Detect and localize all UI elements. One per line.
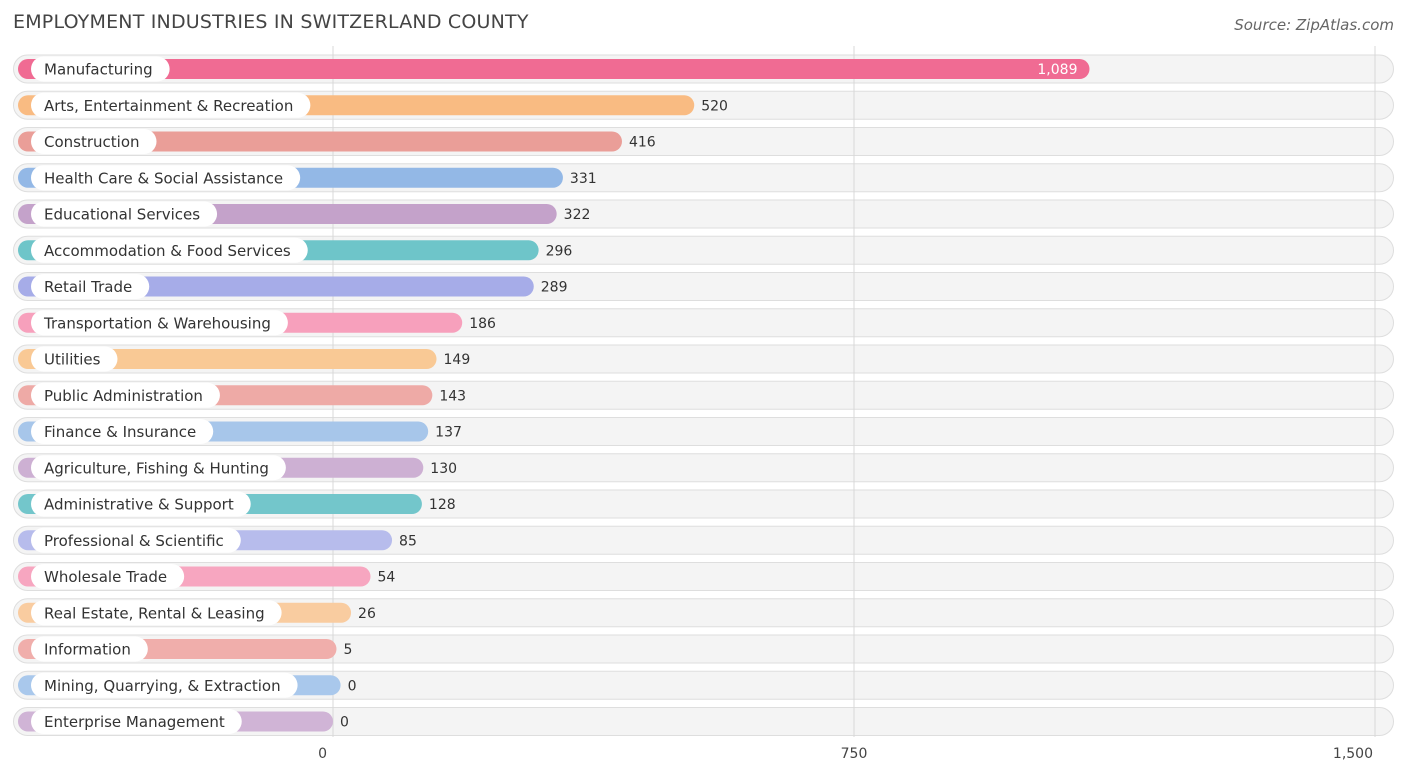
category-label-pill [31,237,308,263]
bar-group: Enterprise Management 0 [18,709,349,734]
category-label-pill [31,636,148,662]
category-label-pill [31,382,220,408]
bar-group: Administrative & Support 128 [18,491,456,517]
category-label: Utilities [44,351,101,369]
category-label: Manufacturing [44,61,153,79]
bar-group: Public Administration 143 [18,382,466,408]
bar-group: Arts, Entertainment & Recreation 520 [18,92,728,118]
bar-group: Transportation & Warehousing 186 [18,310,496,336]
value-label: 128 [429,497,456,513]
category-label: Finance & Insurance [44,423,196,441]
bar-group: Agriculture, Fishing & Hunting 130 [18,455,457,481]
category-label-pill [31,419,214,444]
category-label: Real Estate, Rental & Leasing [44,604,265,622]
category-label-pill [31,56,170,82]
bar-group: Information 5 [18,636,352,662]
category-label: Retail Trade [44,278,132,296]
value-label: 520 [701,98,728,114]
category-label-pill [31,672,298,698]
category-label-pill [31,92,311,118]
bar-group: Health Care & Social Assistance 331 [18,165,597,191]
category-label: Professional & Scientific [44,532,224,550]
bar-group: Accommodation & Food Services 296 [18,237,573,263]
x-tick-label: 1,500 [1333,746,1373,762]
category-label: Educational Services [44,206,200,224]
bar-group: Wholesale Trade 54 [18,564,395,589]
category-label-pill [31,346,118,372]
source-label: Source: ZipAtlas.com [1234,16,1394,34]
value-label: 26 [358,606,376,622]
bar-group: Finance & Insurance 137 [18,419,462,444]
value-label: 137 [435,425,462,441]
bar-group: Construction 416 [18,129,656,154]
category-label: Construction [44,133,140,151]
category-label-pill [31,527,241,553]
bar-group: Mining, Quarrying, & Extraction 0 [18,672,357,698]
category-label: Public Administration [44,387,203,405]
row-background [13,634,1394,664]
category-label-pill [31,564,185,589]
row-background [13,598,1394,628]
category-label-pill [31,491,251,517]
x-tick-label: 0 [318,746,327,762]
value-label: 85 [399,533,417,549]
value-label: 130 [430,461,457,477]
category-label: Administrative & Support [44,496,234,514]
category-label: Information [44,641,131,659]
bar-group: Utilities 149 [18,346,471,372]
value-label: 5 [343,642,352,658]
bar-group: Retail Trade 289 [18,274,567,299]
value-label: 296 [546,243,573,259]
category-label: Transportation & Warehousing [43,314,271,332]
bar [18,131,622,152]
category-label: Enterprise Management [44,713,225,731]
bar-group: Educational Services 322 [18,201,591,227]
category-label: Agriculture, Fishing & Hunting [44,459,269,477]
category-label-pill [31,310,288,336]
category-label-pill [31,129,157,154]
bar-group: Professional & Scientific 85 [18,527,417,553]
value-label: 54 [378,570,396,586]
bar [18,349,437,369]
category-label-pill [31,709,242,734]
bar-group: Real Estate, Rental & Leasing 26 [18,600,376,626]
category-label: Mining, Quarrying, & Extraction [44,677,281,695]
value-label: 331 [570,171,597,187]
row-background [13,707,1394,736]
value-label: 149 [444,352,471,368]
category-label: Arts, Entertainment & Recreation [44,97,293,115]
x-tick-label: 750 [841,746,868,762]
value-label: 416 [629,135,656,151]
value-label: 143 [439,388,466,404]
chart-title: EMPLOYMENT INDUSTRIES IN SWITZERLAND COU… [13,11,529,33]
category-label-pill [31,455,286,481]
row-background [13,670,1394,700]
value-label: 186 [469,316,496,332]
category-label: Accommodation & Food Services [44,242,291,260]
value-label: 289 [541,280,568,296]
category-label-pill [31,274,150,299]
value-label: 1,089 [1037,62,1077,78]
category-label-pill [31,165,301,191]
category-label-pill [31,600,282,626]
bar-group: Manufacturing 1,089 [18,56,1090,82]
category-label-pill [31,201,218,227]
category-label: Health Care & Social Assistance [44,169,283,187]
bar [18,59,1090,79]
category-label: Wholesale Trade [44,568,167,586]
value-label: 322 [564,207,591,223]
value-label: 0 [348,678,357,694]
value-label: 0 [340,715,349,731]
